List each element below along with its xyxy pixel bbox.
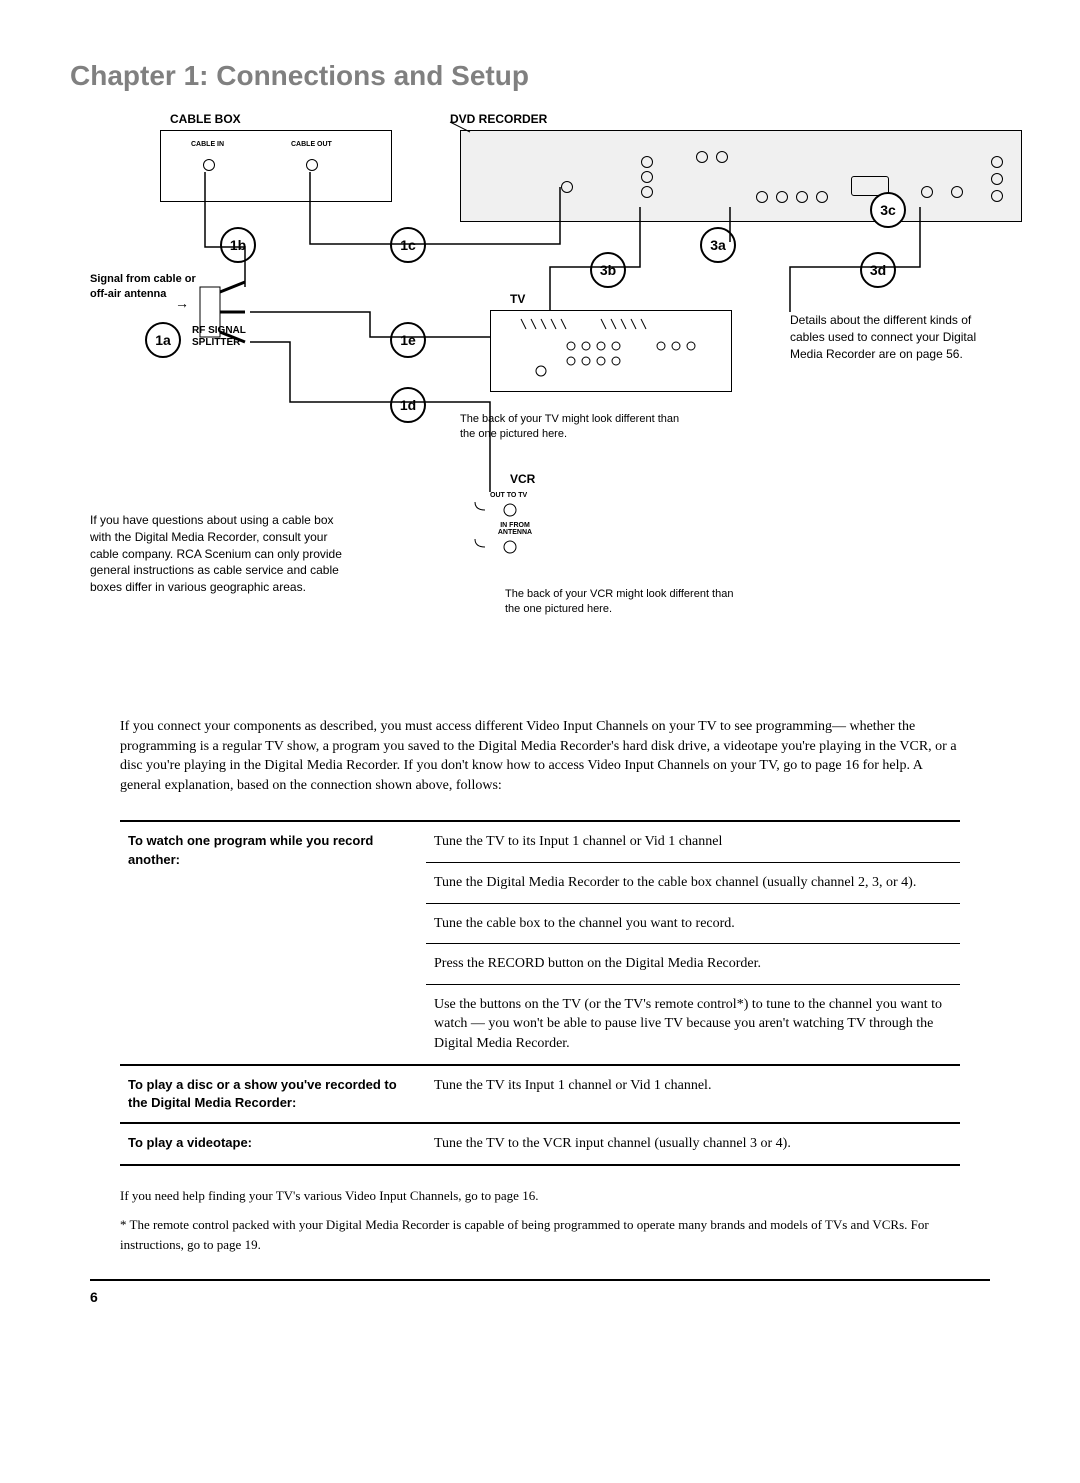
step-1-1: Tune the TV to its Input 1 channel or Vi… (426, 822, 960, 862)
connection-diagram: CABLE BOX CABLE IN CABLE OUT DVD RECORDE… (90, 112, 1030, 692)
task-play-disc: To play a disc or a show you've recorded… (120, 1066, 426, 1123)
label-tv: TV (510, 292, 525, 306)
page-bottom-rule (90, 1279, 990, 1281)
task-play-videotape: To play a videotape: (120, 1124, 426, 1165)
note-vcr-back: The back of your VCR might look differen… (505, 587, 735, 618)
note-details: Details about the different kinds of cab… (790, 312, 980, 362)
footnote-help: If you need help finding your TV's vario… (120, 1186, 960, 1206)
footnote-remote: * The remote control packed with your Di… (120, 1215, 960, 1254)
body-paragraph: If you connect your components as descri… (120, 717, 960, 795)
vcr-device: OUT TO TV IN FROM ANTENNA (465, 492, 585, 562)
step-1-2: Tune the Digital Media Recorder to the c… (426, 862, 960, 903)
note-questions: If you have questions about using a cabl… (90, 512, 350, 596)
page-number: 6 (90, 1289, 1010, 1305)
label-in-from-antenna: IN FROM ANTENNA (490, 522, 540, 536)
label-vcr: VCR (510, 472, 535, 486)
step-3-1: Tune the TV to the VCR input channel (us… (426, 1124, 960, 1165)
tv-device (490, 310, 732, 392)
label-out-to-tv: OUT TO TV (490, 492, 527, 499)
step-1-5: Use the buttons on the TV (or the TV's r… (426, 984, 960, 1064)
step-1-3: Tune the cable box to the channel you wa… (426, 903, 960, 944)
step-2-1: Tune the TV its Input 1 channel or Vid 1… (426, 1066, 960, 1123)
instruction-table: To watch one program while you record an… (120, 820, 960, 1165)
task-watch-record: To watch one program while you record an… (120, 822, 426, 1064)
note-tv-back: The back of your TV might look different… (460, 412, 690, 443)
step-1-4: Press the RECORD button on the Digital M… (426, 944, 960, 985)
chapter-title: Chapter 1: Connections and Setup (70, 60, 1010, 92)
